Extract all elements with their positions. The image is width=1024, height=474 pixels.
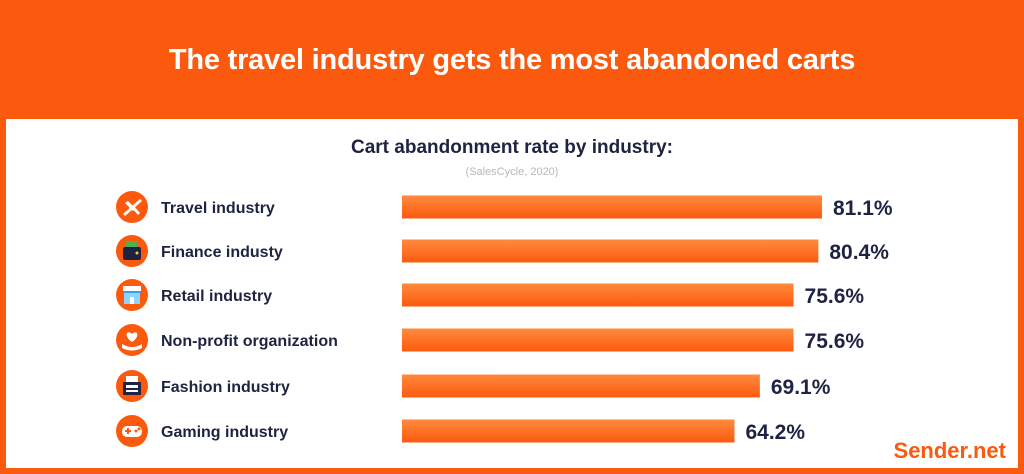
category-label: Gaming industry <box>161 424 288 441</box>
brand-logo: Sender.net <box>893 438 1006 463</box>
bar-chart: Travel industry 81.1% Finance industy 80.4%… <box>116 191 893 447</box>
storefront-icon <box>116 279 148 311</box>
category-label: Non-profit organization <box>161 333 338 350</box>
bar <box>402 374 760 398</box>
bar <box>402 283 794 307</box>
gamepad-icon <box>116 415 148 447</box>
chart-source: (SalesCycle, 2020) <box>465 166 559 178</box>
data-label: 81.1% <box>833 197 893 220</box>
bar <box>402 195 822 219</box>
data-label: 69.1% <box>771 376 831 399</box>
wallet-icon <box>116 235 148 267</box>
airplane-icon <box>116 191 148 223</box>
category-label: Fashion industry <box>161 379 290 396</box>
data-label: 75.6% <box>805 285 865 308</box>
data-label: 75.6% <box>805 330 865 353</box>
bar <box>402 419 735 443</box>
bar <box>402 328 794 352</box>
header-banner: The travel industry gets the most abando… <box>6 6 1018 119</box>
chart-subtitle: Cart abandonment rate by industry: <box>351 137 673 158</box>
page-title: The travel industry gets the most abando… <box>168 44 856 76</box>
category-label: Finance industy <box>161 244 283 261</box>
bar <box>402 239 819 263</box>
category-label: Retail industry <box>161 288 272 305</box>
cash-register-icon <box>116 370 148 402</box>
data-label: 80.4% <box>829 241 889 264</box>
heart-hand-icon <box>116 324 148 356</box>
category-label: Travel industry <box>161 200 275 217</box>
data-label: 64.2% <box>745 421 805 444</box>
